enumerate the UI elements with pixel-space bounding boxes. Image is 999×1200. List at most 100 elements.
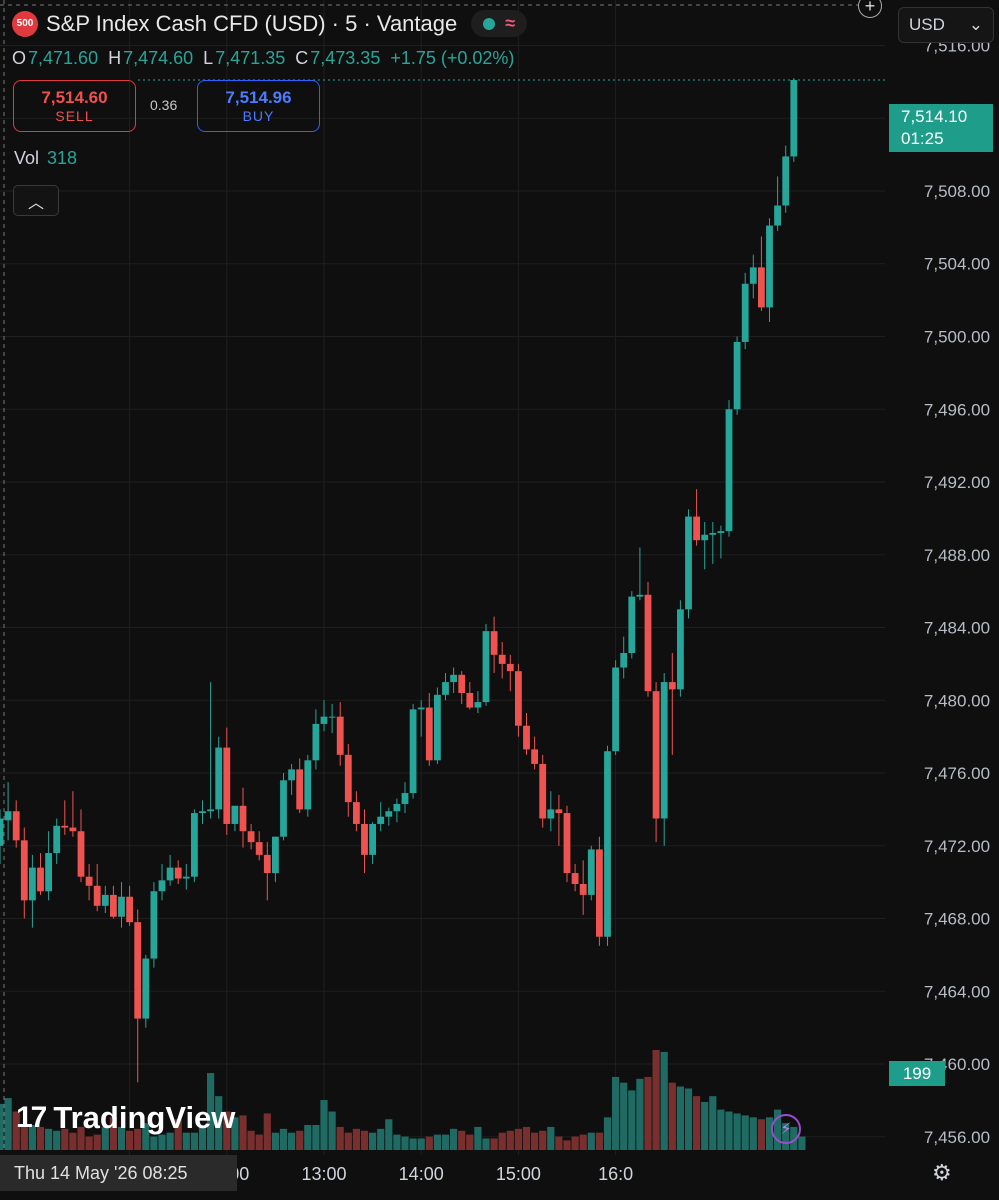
candle-body <box>563 813 571 874</box>
currency-label: USD <box>909 15 945 34</box>
candle-body <box>231 805 239 824</box>
candle-body <box>442 682 449 695</box>
candle-body <box>539 763 547 819</box>
volume-bar <box>182 1132 190 1150</box>
volume-bar <box>522 1126 531 1150</box>
volume-bar <box>12 1111 20 1150</box>
volume-bar <box>757 1119 765 1150</box>
chevron-down-icon: ⌄ <box>968 15 983 34</box>
volume-bar <box>20 1126 28 1150</box>
volume-bar <box>660 1051 668 1150</box>
sell-button[interactable]: 7,514.60 SELL <box>13 80 136 132</box>
candle-body <box>668 682 676 690</box>
candle-body <box>166 867 174 881</box>
volume-bar <box>385 1119 393 1150</box>
candle-body <box>628 596 636 653</box>
candle-body <box>247 831 255 843</box>
volume-bar <box>198 1126 207 1150</box>
volume-bar <box>458 1130 466 1150</box>
price-tick-label: 7,488.00 <box>924 546 990 565</box>
volume-bar <box>320 1100 328 1150</box>
candle-body <box>482 631 490 703</box>
candle-body <box>61 825 69 828</box>
volume-bar <box>36 1126 45 1150</box>
logo-mark: 17 <box>16 1101 47 1134</box>
tradingview-logo[interactable]: 17 TradingView <box>16 1100 235 1136</box>
volume-bar <box>166 1132 174 1150</box>
candle-body <box>506 663 514 672</box>
candle-body <box>782 156 790 206</box>
candle-body <box>0 818 4 846</box>
volume-bar <box>0 1103 4 1150</box>
candle-body <box>280 780 287 837</box>
candle-body <box>296 769 304 810</box>
volume-bar <box>490 1138 498 1150</box>
volume-bar <box>117 1126 126 1150</box>
volume-bar <box>749 1117 757 1150</box>
symbol-badge[interactable]: 500 <box>12 10 38 37</box>
volume-bar <box>360 1130 369 1150</box>
candle-body <box>304 760 312 810</box>
volume-bar <box>45 1128 53 1150</box>
volume-bar <box>296 1130 304 1150</box>
market-status-pill[interactable]: ≈ <box>471 10 528 37</box>
volume-bar <box>425 1136 433 1150</box>
candle-body <box>45 853 52 892</box>
candle-body <box>466 693 474 708</box>
volume-bar <box>279 1128 288 1150</box>
currency-select[interactable]: USD ⌄ <box>898 7 994 43</box>
price-tick-label: 7,484.00 <box>924 619 990 638</box>
candle-body <box>758 267 765 308</box>
candle-body <box>207 809 214 812</box>
last-price-tag: 7,514.10 01:25 <box>889 104 993 152</box>
candle-body <box>158 880 166 892</box>
candle-body <box>263 854 271 874</box>
volume-bar <box>466 1134 474 1150</box>
candle-body <box>53 825 61 854</box>
volume-bar <box>231 1117 239 1150</box>
buy-button[interactable]: 7,514.96 BUY <box>197 80 320 132</box>
candle-body <box>498 654 506 664</box>
candle-body <box>425 707 433 761</box>
spread-value: 0.36 <box>150 97 178 113</box>
volume-bar <box>288 1132 296 1150</box>
add-plus-icon[interactable]: + <box>858 0 882 18</box>
candle-body <box>101 894 109 906</box>
volume-bar <box>668 1082 676 1150</box>
price-tick-label: 7,464.00 <box>924 982 990 1001</box>
candle-body <box>749 267 757 284</box>
price-tick-label: 7,500.00 <box>924 327 990 346</box>
candle-body <box>320 716 328 724</box>
volume-last-tag: 199 <box>889 1061 945 1086</box>
volume-bar <box>474 1126 482 1150</box>
volume-bar <box>709 1096 717 1150</box>
candle-body <box>547 809 555 819</box>
volume-bar <box>555 1136 563 1150</box>
volume-legend[interactable]: Vol 318 <box>14 148 77 169</box>
volume-bar <box>109 1117 117 1150</box>
volume-bar <box>595 1132 603 1150</box>
buy-price: 7,514.96 <box>225 88 292 107</box>
open-value: 7,471.60 <box>28 48 99 68</box>
collapse-legend-button[interactable]: ︿ <box>13 185 59 216</box>
lightning-icon[interactable]: ⚡ <box>771 1114 801 1144</box>
candle-body <box>717 531 725 533</box>
candle-body <box>369 823 376 855</box>
low-label: L <box>203 48 214 68</box>
volume-bar <box>587 1132 595 1150</box>
volume-bar <box>215 1096 223 1150</box>
settings-gear-icon[interactable]: ⚙ <box>932 1160 952 1185</box>
volume-label: Vol <box>14 148 40 168</box>
volume-bar <box>207 1073 215 1150</box>
volume-bar <box>498 1132 506 1150</box>
volume-bar <box>482 1138 490 1150</box>
candle-body <box>474 702 482 708</box>
volume-bar <box>247 1130 255 1150</box>
chart-title[interactable]: S&P Index Cash CFD (USD) · 5 · Vantage <box>46 10 458 36</box>
candle-body <box>587 849 595 895</box>
open-label: O <box>12 48 27 68</box>
volume-bar <box>271 1132 279 1150</box>
volume-bars <box>0 1050 806 1150</box>
time-tick-label: 16:0 <box>598 1164 633 1184</box>
